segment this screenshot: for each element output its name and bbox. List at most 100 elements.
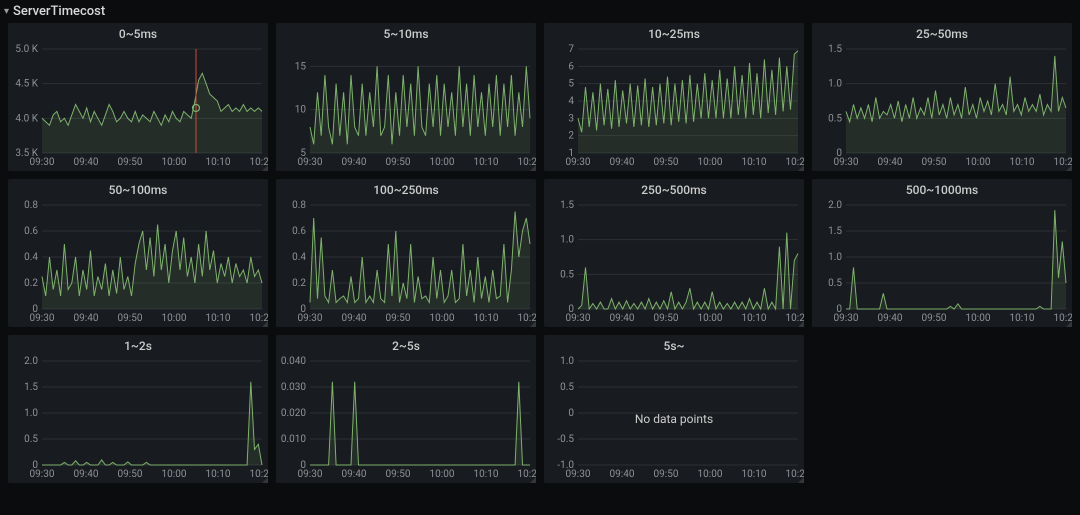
panel-body[interactable]: 3.5 K4.0 K4.5 K5.0 K09:3009:4009:5010:00… [8, 43, 268, 171]
x-tick-label: 10:10 [206, 313, 231, 324]
y-tick-label: 0.030 [281, 382, 306, 393]
x-tick-label: 10:00 [430, 469, 455, 480]
panel-title: 10~25ms [544, 23, 804, 43]
x-tick-label: 09:40 [342, 313, 367, 324]
panel-body[interactable]: 00.51.01.52.009:3009:4009:5010:0010:1010… [812, 199, 1072, 327]
resize-handle[interactable] [530, 321, 536, 327]
panel-p100_250ms[interactable]: 100~250ms00.20.40.60.809:3009:4009:5010:… [276, 179, 536, 327]
y-tick-label: 15 [295, 61, 307, 72]
series-area [42, 73, 262, 153]
series-area [42, 382, 262, 465]
y-tick-label: 0.040 [281, 356, 306, 367]
y-tick-label: 0.8 [24, 200, 38, 211]
panel-p5s_plus[interactable]: 5s~-1.0-0.500.51.009:3009:4009:5010:0010… [544, 335, 804, 483]
panel-p2_5s[interactable]: 2~5s00.0100.0200.0300.04009:3009:4009:50… [276, 335, 536, 483]
x-tick-label: 10:10 [742, 313, 767, 324]
x-tick-label: 09:50 [386, 469, 411, 480]
series-area [846, 210, 1066, 309]
x-tick-label: 09:50 [922, 313, 947, 324]
resize-handle[interactable] [530, 165, 536, 171]
chevron-down-icon: ▾ [4, 6, 9, 17]
y-tick-label: 0.020 [281, 408, 306, 419]
resize-handle[interactable] [262, 165, 268, 171]
panel-title: 50~100ms [8, 179, 268, 199]
y-tick-label: 10 [295, 105, 307, 116]
resize-handle[interactable] [798, 165, 804, 171]
x-tick-label: 10:00 [162, 313, 187, 324]
x-tick-label: 10:10 [474, 469, 499, 480]
panel-p5_10ms[interactable]: 5~10ms5101509:3009:4009:5010:0010:1010:2… [276, 23, 536, 171]
x-tick-label: 09:40 [878, 157, 903, 168]
panel-body[interactable]: 00.51.01.509:3009:4009:5010:0010:1010:20 [812, 43, 1072, 171]
resize-handle[interactable] [798, 321, 804, 327]
x-tick-label: 09:40 [610, 313, 635, 324]
y-tick-label: 1.5 [828, 44, 842, 55]
x-tick-label: 10:00 [698, 469, 723, 480]
x-tick-label: 09:50 [654, 313, 679, 324]
panel-p1_2s[interactable]: 1~2s00.51.01.52.009:3009:4009:5010:0010:… [8, 335, 268, 483]
x-tick-label: 09:30 [834, 157, 859, 168]
x-tick-label: 09:30 [834, 313, 859, 324]
panel-title: 0~5ms [8, 23, 268, 43]
y-tick-label: 0.5 [828, 113, 842, 124]
panel-grid: 0~5ms3.5 K4.0 K4.5 K5.0 K09:3009:4009:50… [0, 23, 1080, 491]
chart-svg: 5101509:3009:4009:5010:0010:1010:20 [276, 43, 536, 171]
panel-title: 1~2s [8, 335, 268, 355]
y-tick-label: 1.0 [24, 408, 38, 419]
x-tick-label: 09:30 [566, 469, 591, 480]
x-tick-label: 09:40 [74, 469, 99, 480]
panel-p250_500ms[interactable]: 250~500ms00.51.01.509:3009:4009:5010:001… [544, 179, 804, 327]
panel-p25_50ms[interactable]: 25~50ms00.51.01.509:3009:4009:5010:0010:… [812, 23, 1072, 171]
resize-handle[interactable] [1066, 321, 1072, 327]
series-line [846, 210, 1066, 309]
y-tick-label: 0 [568, 408, 574, 419]
panel-body[interactable]: 00.51.01.509:3009:4009:5010:0010:1010:20 [544, 199, 804, 327]
x-tick-label: 09:50 [654, 469, 679, 480]
x-tick-label: 10:00 [162, 469, 187, 480]
y-tick-label: 1.5 [24, 382, 38, 393]
series-line [310, 382, 530, 465]
panel-body[interactable]: 123456709:3009:4009:5010:0010:1010:20 [544, 43, 804, 171]
panel-p10_25ms[interactable]: 10~25ms123456709:3009:4009:5010:0010:101… [544, 23, 804, 171]
chart-svg: 00.51.01.509:3009:4009:5010:0010:1010:20 [812, 43, 1072, 171]
series-area [310, 212, 530, 310]
resize-handle[interactable] [798, 477, 804, 483]
panel-p0_5ms[interactable]: 0~5ms3.5 K4.0 K4.5 K5.0 K09:3009:4009:50… [8, 23, 268, 171]
y-tick-label: 5 [568, 79, 574, 90]
panel-body[interactable]: -1.0-0.500.51.009:3009:4009:5010:0010:10… [544, 355, 804, 483]
panel-body[interactable]: 5101509:3009:4009:5010:0010:1010:20 [276, 43, 536, 171]
section-header[interactable]: ▾ ServerTimecost [0, 0, 1080, 23]
y-tick-label: 2.0 [24, 356, 38, 367]
x-tick-label: 09:30 [566, 157, 591, 168]
resize-handle[interactable] [262, 477, 268, 483]
y-tick-label: 0.6 [24, 226, 38, 237]
panel-p500_1000ms[interactable]: 500~1000ms00.51.01.52.009:3009:4009:5010… [812, 179, 1072, 327]
x-tick-label: 09:40 [878, 313, 903, 324]
y-tick-label: 1.0 [828, 252, 842, 263]
x-tick-label: 10:00 [966, 313, 991, 324]
x-tick-label: 09:30 [298, 313, 323, 324]
panel-body[interactable]: 00.20.40.60.809:3009:4009:5010:0010:1010… [276, 199, 536, 327]
x-tick-label: 09:50 [118, 313, 143, 324]
y-tick-label: 2 [568, 131, 574, 142]
y-tick-label: 1.0 [828, 79, 842, 90]
panel-body[interactable]: 00.51.01.52.009:3009:4009:5010:0010:1010… [8, 355, 268, 483]
y-tick-label: 0.5 [828, 278, 842, 289]
panel-body[interactable]: 00.20.40.60.809:3009:4009:5010:0010:1010… [8, 199, 268, 327]
x-tick-label: 09:50 [386, 157, 411, 168]
panel-p50_100ms[interactable]: 50~100ms00.20.40.60.809:3009:4009:5010:0… [8, 179, 268, 327]
x-tick-label: 09:50 [118, 469, 143, 480]
panel-title: 250~500ms [544, 179, 804, 199]
resize-handle[interactable] [1066, 165, 1072, 171]
resize-handle[interactable] [530, 477, 536, 483]
x-tick-label: 10:10 [742, 469, 767, 480]
y-tick-label: 1.5 [560, 200, 574, 211]
resize-handle[interactable] [262, 321, 268, 327]
x-tick-label: 09:30 [30, 313, 55, 324]
panel-body[interactable]: 00.0100.0200.0300.04009:3009:4009:5010:0… [276, 355, 536, 483]
chart-svg: 3.5 K4.0 K4.5 K5.0 K09:3009:4009:5010:00… [8, 43, 268, 171]
x-tick-label: 10:10 [474, 313, 499, 324]
series-line [42, 382, 262, 465]
x-tick-label: 10:10 [474, 157, 499, 168]
panel-title: 5~10ms [276, 23, 536, 43]
